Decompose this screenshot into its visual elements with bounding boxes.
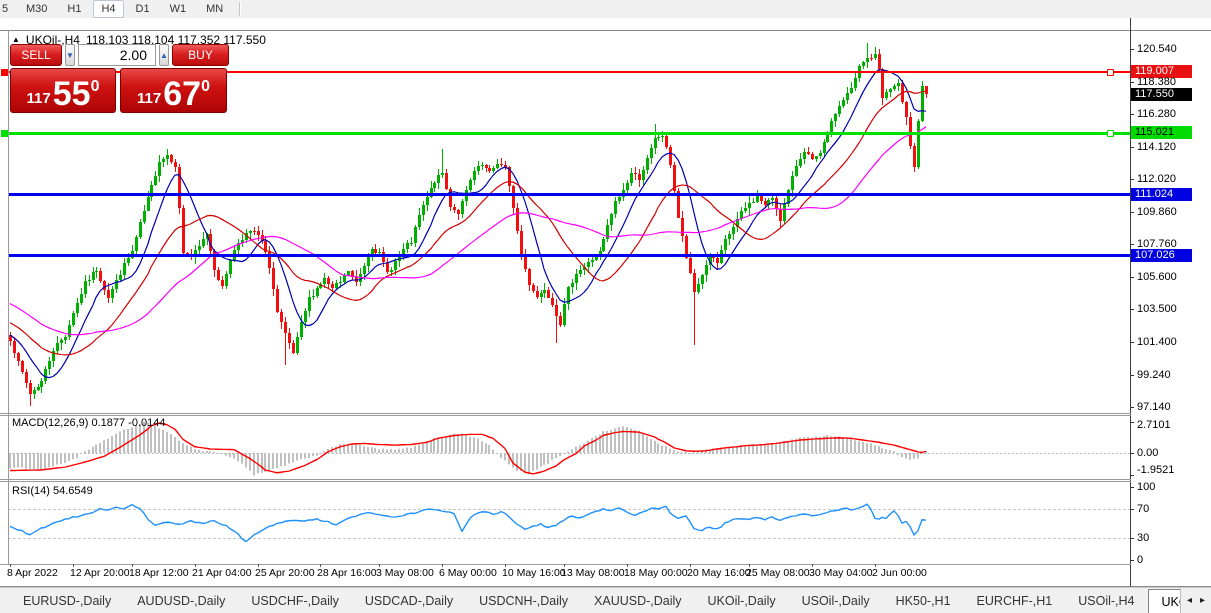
date-axis[interactable]: 8 Apr 2022 12 Apr 20:00 18 Apr 12:00 21 Apr…	[0, 564, 1131, 586]
date-tick-mark	[442, 564, 443, 567]
date-tick-label: 28 Apr 16:00	[317, 567, 377, 579]
date-tick-label: 25 May 08:00	[746, 567, 810, 579]
volume-input[interactable]	[78, 44, 156, 66]
date-tick-label: 2 Jun 00:00	[872, 567, 927, 579]
timeframe-button-h1[interactable]: H1	[67, 3, 82, 15]
chart-tab-usoil-daily[interactable]: USOil-,Daily	[801, 593, 870, 608]
bid-price-major: 117	[26, 90, 51, 107]
ask-price-major: 117	[137, 90, 162, 107]
volume-decrease-button[interactable]: ▼	[65, 44, 75, 66]
date-tick-mark	[195, 564, 196, 567]
date-axis-separator	[0, 564, 1131, 565]
date-tick-mark	[627, 564, 628, 567]
date-tick-mark	[875, 564, 876, 567]
rsi-panel-separator-2	[0, 481, 1131, 482]
buy-button[interactable]: BUY	[172, 44, 229, 66]
macd-panel-separator[interactable]	[0, 413, 1131, 414]
tab-scroll-right-icon[interactable]: ▸	[1199, 595, 1205, 606]
sell-button[interactable]: SELL	[10, 44, 62, 66]
timeframe-button-d1[interactable]: D1	[135, 3, 150, 15]
date-tick-mark	[320, 564, 321, 567]
date-tick-label: 12 Apr 20:00	[70, 567, 130, 579]
chart-tab-eurchf-h1[interactable]: EURCHF-,H1	[976, 593, 1053, 608]
toolbar-separator	[239, 2, 242, 16]
chart-tab-ukoil-daily[interactable]: UKOil-,Daily	[707, 593, 776, 608]
date-tick-mark	[258, 564, 259, 567]
date-tick-mark	[132, 564, 133, 567]
chart-tab-hk50-h1[interactable]: HK50-,H1	[895, 593, 951, 608]
date-tick-label: 21 Apr 04:00	[192, 567, 252, 579]
price-axis-separator[interactable]	[1130, 18, 1131, 586]
chart-tab-xauusd-daily[interactable]: XAUUSD-,Daily	[594, 593, 682, 608]
chart-tab-eurusd-daily[interactable]: EURUSD-,Daily	[23, 593, 112, 608]
spin-down-icon: ▼	[66, 50, 74, 60]
ask-price-pips: 67	[163, 75, 202, 113]
date-tick-label: 20 May 16:00	[687, 567, 751, 579]
timeframe-button-w1[interactable]: W1	[169, 3, 187, 15]
bid-price-pips: 55	[52, 75, 91, 113]
date-tick-label: 10 May 16:00	[502, 567, 566, 579]
date-tick-label: 8 Apr 2022	[7, 567, 58, 579]
date-tick-mark	[749, 564, 750, 567]
date-tick-mark	[690, 564, 691, 567]
timeframe-button-m30[interactable]: M30	[26, 3, 48, 15]
date-tick-mark	[812, 564, 813, 567]
window-bottom-border	[0, 586, 1211, 587]
timeframe-toolbar: 5 M30 H1 H4 D1 W1 MN	[0, 0, 1211, 19]
volume-increase-button[interactable]: ▲	[159, 44, 169, 66]
date-tick-mark	[564, 564, 565, 567]
chart-tab-usoil-h4[interactable]: USOil-,H4	[1078, 593, 1135, 608]
tab-scroll-controls: ◂ ▸	[1179, 588, 1211, 613]
plot-left-border	[8, 30, 9, 564]
chart-tab-usdchf-daily[interactable]: USDCHF-,Daily	[251, 593, 339, 608]
one-click-trading-widget: SELL ▼ ▲ BUY 117 55 0 117 67 0	[10, 44, 229, 113]
date-tick-mark	[73, 564, 74, 567]
date-tick-label: 18 Apr 12:00	[129, 567, 189, 579]
date-tick-label: 30 May 04:00	[809, 567, 873, 579]
date-tick-mark	[379, 564, 380, 567]
chart-tab-audusd-daily[interactable]: AUDUSD-,Daily	[137, 593, 226, 608]
timeframe-buttons: M30 H1 H4 D1 W1 MN	[16, 0, 233, 18]
chart-tab-usdcad-daily[interactable]: USDCAD-,Daily	[364, 593, 454, 608]
timeframe-button-mn[interactable]: MN	[206, 3, 224, 15]
bid-price-point: 0	[90, 78, 100, 95]
bid-price-panel[interactable]: 117 55 0	[10, 68, 116, 113]
date-tick-label: 18 May 00:00	[624, 567, 688, 579]
date-tick-mark	[505, 564, 506, 567]
rsi-panel-separator[interactable]	[0, 479, 1131, 480]
chart-tab-usdcnh-daily[interactable]: USDCNH-,Daily	[479, 593, 569, 608]
chart-tab-bar: EURUSD-,Daily AUDUSD-,Daily USDCHF-,Daily U…	[0, 587, 1211, 613]
date-tick-label: 6 May 00:00	[439, 567, 497, 579]
date-tick-label: 25 Apr 20:00	[255, 567, 315, 579]
timeframe-button-h4[interactable]: H4	[93, 0, 124, 18]
date-tick-mark	[10, 564, 11, 567]
spin-up-icon: ▲	[160, 50, 168, 60]
timeframe-button-clipped[interactable]: 5	[2, 3, 9, 15]
ask-price-point: 0	[201, 78, 210, 95]
ask-price-panel[interactable]: 117 67 0	[120, 68, 227, 113]
date-tick-label: 13 May 08:00	[561, 567, 625, 579]
chart-tab-ukoil-h4[interactable]: UKOil-,H4	[1147, 589, 1180, 613]
date-tick-label: 3 May 08:00	[376, 567, 434, 579]
chart-tabs: EURUSD-,Daily AUDUSD-,Daily USDCHF-,Daily U…	[0, 588, 1180, 613]
tab-scroll-left-icon[interactable]: ◂	[1186, 595, 1192, 606]
rsi-canvas[interactable]	[8, 482, 1130, 564]
plot-top-border	[0, 30, 1211, 31]
macd-panel-separator-2	[0, 415, 1131, 416]
macd-canvas[interactable]	[8, 416, 1130, 479]
